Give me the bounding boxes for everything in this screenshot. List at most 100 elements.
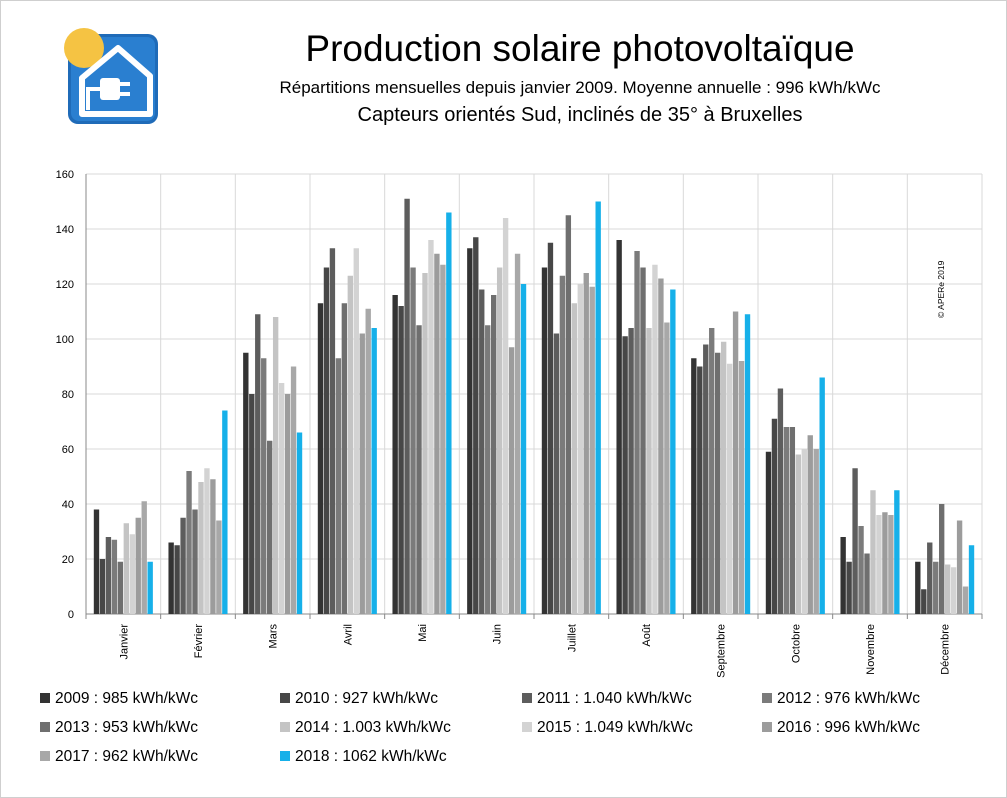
legend-entry: 2010 : 927 kWh/kWc [280, 688, 438, 710]
bar [168, 542, 174, 614]
bar [595, 201, 601, 614]
chart-legend: 2009 : 985 kWh/kWc 2010 : 927 kWh/kWc 2011… [40, 688, 1000, 776]
bar [520, 284, 527, 614]
bar [864, 553, 870, 614]
bar [738, 361, 745, 614]
bar [933, 561, 939, 614]
legend-swatch [522, 721, 532, 732]
y-tick-label: 80 [62, 389, 74, 401]
y-tick-label: 120 [56, 279, 74, 291]
bar [129, 534, 135, 614]
legend-entry: 2017 : 962 kWh/kWc [40, 746, 198, 768]
bar [180, 517, 186, 614]
bar [473, 237, 479, 614]
bar [284, 394, 291, 614]
bar [870, 490, 876, 614]
bar [186, 471, 192, 614]
bar [347, 275, 353, 614]
bar [398, 306, 404, 614]
bar [514, 253, 521, 614]
bar [852, 468, 858, 614]
bar [323, 267, 330, 614]
bar [422, 273, 428, 614]
bar [123, 523, 129, 614]
x-tick-label: Juin [492, 624, 504, 644]
bar [353, 248, 359, 614]
bar [571, 303, 577, 614]
bar [296, 432, 303, 614]
bar [335, 358, 342, 614]
bar [440, 264, 446, 614]
bar [371, 328, 377, 614]
x-tick-label: Mars [268, 624, 280, 649]
legend-swatch [40, 721, 50, 732]
legend-swatch [40, 692, 50, 703]
bar [703, 344, 709, 614]
bar [290, 366, 297, 614]
chart-subtitle-2: Capteurs orientés Sud, inclinés de 35° à… [357, 104, 803, 126]
x-tick-label: Janvier [118, 624, 130, 660]
bar [691, 358, 697, 614]
bar [622, 336, 628, 614]
bar [652, 264, 658, 614]
bar [921, 589, 927, 614]
bar [135, 517, 141, 614]
bar [278, 383, 285, 614]
bar [210, 479, 216, 614]
legend-swatch [280, 750, 290, 761]
bar [789, 427, 796, 614]
bar [807, 435, 813, 614]
bar [709, 328, 715, 614]
bar [508, 347, 515, 614]
chart-title: Production solaire photovoltaïque [305, 28, 855, 69]
legend-entry: 2013 : 953 kWh/kWc [40, 717, 198, 739]
bar [801, 449, 807, 614]
legend-label: 2012 : 976 kWh/kWc [777, 690, 921, 707]
bar [720, 341, 727, 614]
legend-label: 2010 : 927 kWh/kWc [295, 690, 439, 707]
bar [715, 352, 721, 614]
bar [634, 251, 640, 614]
bar [272, 317, 279, 614]
bar [359, 333, 365, 614]
bar [589, 286, 595, 614]
bar [726, 363, 733, 614]
bar [261, 358, 267, 614]
bar [664, 322, 670, 614]
bar [616, 240, 622, 614]
legend-entry: 2016 : 996 kWh/kWc [762, 717, 920, 739]
bar [434, 253, 440, 614]
bar [628, 328, 634, 614]
bar [255, 314, 261, 614]
legend-label: 2009 : 985 kWh/kWc [55, 690, 199, 707]
bar [222, 410, 228, 614]
bar [559, 275, 566, 614]
x-tick-label: Décembre [940, 624, 952, 675]
x-tick-label: Avril [342, 624, 354, 645]
bar [882, 512, 888, 614]
legend-swatch [280, 721, 290, 732]
bar [670, 289, 676, 614]
legend-label: 2014 : 1.003 kWh/kWc [295, 719, 451, 736]
legend-swatch [40, 750, 50, 761]
bar [491, 295, 497, 614]
bar [392, 295, 398, 614]
bar [547, 242, 554, 614]
legend-swatch [522, 692, 532, 703]
bar [141, 501, 147, 614]
bar [840, 537, 846, 614]
bar [485, 325, 491, 614]
y-tick-label: 60 [62, 444, 74, 456]
bar [243, 352, 249, 614]
bar [446, 212, 452, 614]
bar [541, 267, 548, 614]
bar [174, 545, 180, 614]
legend-entry: 2011 : 1.040 kWh/kWc [522, 688, 692, 710]
bar [329, 248, 336, 614]
bar [819, 377, 825, 614]
bar [565, 215, 572, 614]
bar [950, 567, 957, 614]
y-tick-label: 40 [62, 499, 74, 511]
legend-label: 2017 : 962 kWh/kWc [55, 748, 199, 765]
copyright-note: © APERe 2019 [936, 260, 946, 318]
